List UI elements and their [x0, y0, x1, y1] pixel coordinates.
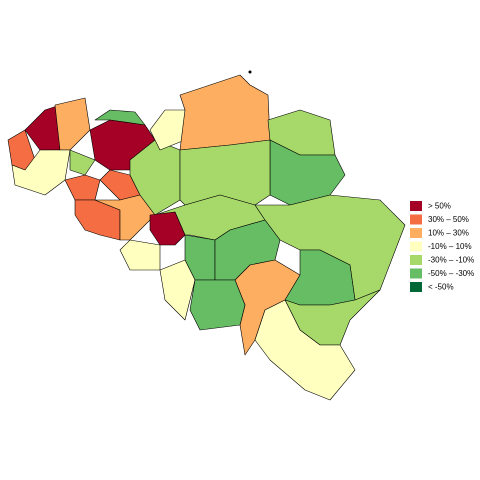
- region: [69, 149, 96, 176]
- enclave-dot: [248, 70, 252, 74]
- region: [11, 149, 71, 196]
- legend-label: 30% – 50%: [428, 215, 469, 224]
- legend-label: > 50%: [428, 202, 451, 211]
- legend-swatch: [410, 201, 422, 211]
- legend-label: < -50%: [428, 283, 454, 292]
- legend-label: -50% – -30%: [428, 269, 474, 278]
- legend-swatch: [410, 268, 422, 279]
- legend: > 50% 30% – 50% 10% – 30% -10% – 10% -30% – …: [410, 201, 474, 292]
- region: [159, 259, 196, 321]
- regions: [7, 70, 406, 401]
- legend-swatch: [410, 282, 422, 292]
- legend-swatch: [410, 214, 422, 225]
- region: [179, 74, 271, 151]
- region: [149, 211, 186, 246]
- legend-label: -10% – 10%: [428, 242, 472, 251]
- region: [94, 194, 156, 241]
- legend-swatch: [410, 241, 422, 252]
- region: [54, 97, 91, 151]
- legend-swatch: [410, 255, 422, 265]
- legend-label: 10% – 30%: [428, 229, 469, 238]
- region: [24, 104, 61, 151]
- region: [119, 239, 161, 271]
- region: [269, 139, 346, 206]
- legend-label: -30% – -10%: [428, 256, 474, 265]
- region: [254, 299, 356, 401]
- region: [189, 279, 246, 331]
- region: [94, 109, 146, 126]
- region: [64, 174, 101, 201]
- legend-swatch: [410, 228, 422, 238]
- region: [179, 139, 271, 206]
